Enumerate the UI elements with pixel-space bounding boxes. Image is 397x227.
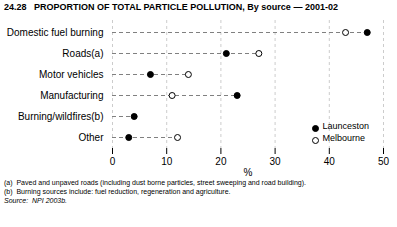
svg-text:40: 40 bbox=[324, 156, 336, 167]
svg-text:Domestic fuel burning: Domestic fuel burning bbox=[7, 27, 104, 38]
svg-text:10: 10 bbox=[161, 156, 173, 167]
svg-text:Manufacturing: Manufacturing bbox=[40, 90, 103, 101]
svg-text:%: % bbox=[244, 167, 253, 178]
svg-text:Launceston: Launceston bbox=[323, 121, 370, 131]
svg-text:Other: Other bbox=[78, 132, 104, 143]
svg-text:50: 50 bbox=[378, 156, 390, 167]
html-text:(b) Burning sources include: f: (b) Burning sources include: fuel reduct… bbox=[4, 188, 231, 195]
svg-text:0: 0 bbox=[110, 156, 116, 167]
svg-text:Roads(a): Roads(a) bbox=[62, 48, 103, 59]
html-text:Source: NPI 2003b.: Source: NPI 2003b. bbox=[4, 197, 67, 204]
svg-text:20: 20 bbox=[215, 156, 227, 167]
html-text:(a) Paved and unpaved roads (i: (a) Paved and unpaved roads (including d… bbox=[4, 179, 306, 186]
html-text:24.28 PROPORTION OF TOTAL PART: 24.28 PROPORTION OF TOTAL PARTICLE POLLU… bbox=[4, 2, 338, 12]
svg-text:Burning/wildfires(b): Burning/wildfires(b) bbox=[18, 111, 104, 122]
svg-text:30: 30 bbox=[270, 156, 282, 167]
svg-text:Melbourne: Melbourne bbox=[323, 133, 366, 143]
svg-text:Motor vehicles: Motor vehicles bbox=[39, 69, 103, 80]
